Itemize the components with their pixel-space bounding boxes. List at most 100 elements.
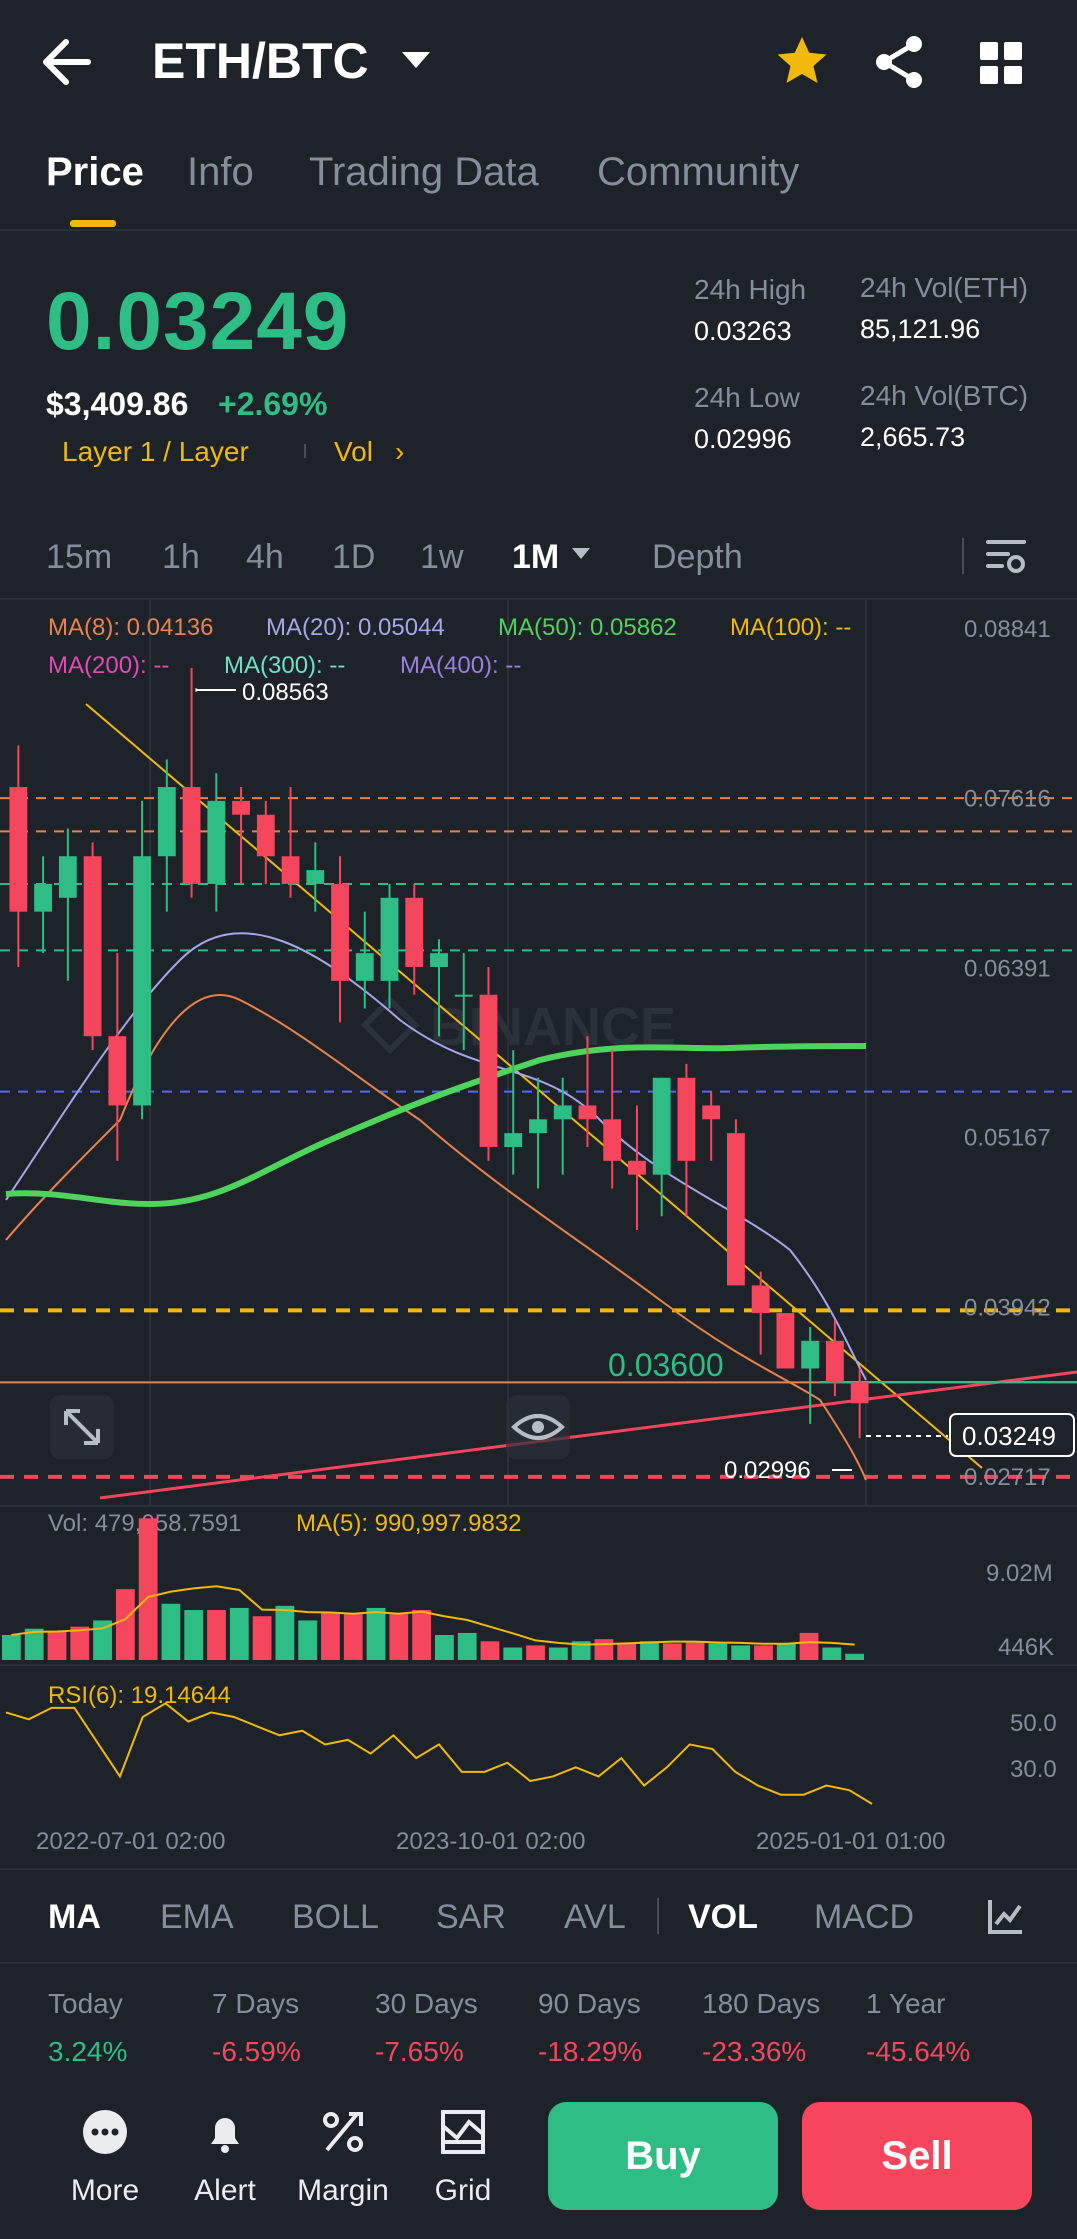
volume-bar [503,1647,523,1660]
tab-price[interactable]: Price [46,150,144,194]
share-icon[interactable] [870,32,930,92]
volume-bar [47,1630,67,1660]
volume-bar [594,1639,614,1660]
rsi-chart [5,1702,873,1805]
buy-button[interactable]: Buy [548,2102,778,2210]
y-tick-label: 0.07616 [964,786,1051,813]
volume-bar [70,1626,90,1660]
ma50-line [5,1043,867,1208]
interval-1h[interactable]: 1h [162,538,200,576]
candle-body [430,953,448,968]
high-marker-label: 0.08563 [242,679,329,706]
indicator-ma[interactable]: MA [48,1898,101,1936]
volume-bar [480,1641,500,1660]
vol-eth-value: 85,121.96 [860,314,981,344]
divider [0,1505,1077,1507]
category-tag[interactable]: Layer 1 / Layer [62,436,249,467]
candle-body [504,1133,523,1147]
volume-bar [822,1647,842,1660]
interval-1d[interactable]: 1D [332,538,376,576]
y-tick-label: 0.02717 [964,1464,1051,1491]
back-arrow-icon[interactable] [40,30,110,94]
volume-ma-line [11,1585,855,1646]
volume-bar [343,1614,363,1660]
candle-body [34,883,53,912]
vol-link-label: Vol [334,436,373,467]
ma8-line [5,994,867,1481]
candle-body [83,856,102,1037]
perf-value: -45.64% [866,2036,971,2067]
indicator-macd[interactable]: MACD [814,1898,915,1936]
interval-15m[interactable]: 15m [46,538,113,576]
candle-body [652,1077,671,1175]
candle-body [825,1340,844,1383]
interval-depth[interactable]: Depth [652,538,743,576]
volume-bar [662,1643,682,1660]
volume-bar [184,1610,204,1660]
candles [9,667,869,1439]
ma8-legend: MA(8): 0.04136 [48,614,214,641]
nav-grid-label: Grid [434,2174,492,2207]
more-icon [81,2108,129,2156]
usd-price: $3,409.86 [46,386,189,422]
indicator-sar[interactable]: SAR [436,1898,506,1936]
high-label: 24h High [694,274,807,305]
interval-1w[interactable]: 1w [420,538,464,576]
indicator-boll[interactable]: BOLL [292,1898,379,1936]
vol-eth-label: 24h Vol(ETH) [860,272,1029,303]
volume-bar [548,1647,568,1660]
volume-bar [24,1628,44,1660]
sell-button[interactable]: Sell [802,2102,1032,2210]
time-tick: 2022-07-01 02:00 [36,1828,226,1855]
volume-bar [640,1641,659,1660]
tab-community[interactable]: Community [597,150,800,194]
pair-title[interactable]: ETH/BTC [152,33,369,89]
ma50-legend: MA(50): 0.05862 [498,614,677,641]
fullscreen-icon[interactable] [50,1395,114,1459]
rsi-label: RSI(6): 19.14644 [48,1682,231,1709]
interval-1m[interactable]: 1M [512,538,560,576]
candle-body [776,1313,795,1369]
volume-bar [115,1589,135,1660]
indicator-ema[interactable]: EMA [160,1898,234,1936]
volume-bar [138,1518,158,1660]
chart-settings-icon[interactable] [984,534,1028,578]
volume-bar [93,1620,112,1660]
eye-icon[interactable] [506,1395,570,1459]
grid-icon[interactable] [976,38,1026,88]
interval-4h[interactable]: 4h [246,538,284,576]
low-value: 0.02996 [694,424,792,454]
volume-bar [298,1620,318,1660]
volume-bar [526,1645,545,1660]
star-icon[interactable] [772,32,832,92]
chevron-down-icon[interactable] [402,52,430,68]
indicator-settings-icon[interactable] [986,1896,1026,1936]
y-tick-label: 0.08841 [964,616,1051,643]
time-tick: 2023-10-01 02:00 [396,1828,586,1855]
nav-more[interactable]: More [50,2108,160,2208]
volume-bar [776,1643,796,1660]
tab-trading-data[interactable]: Trading Data [309,150,539,194]
candle-body [850,1382,869,1404]
current-price-tag [949,1413,1075,1457]
chevron-down-icon[interactable] [572,548,590,559]
divider [0,1664,1077,1666]
nav-alert[interactable]: Alert [170,2108,280,2208]
vol-btc-value: 2,665.73 [860,422,966,452]
nav-grid[interactable]: Grid [408,2108,518,2208]
indicator-avl[interactable]: AVL [564,1898,626,1936]
tab-info[interactable]: Info [187,150,254,194]
ma400-legend: MA(400): -- [400,652,522,679]
candle-body [182,787,201,884]
nav-margin[interactable]: Margin [288,2108,398,2208]
volume-bar [229,1607,249,1660]
divider [0,229,1077,231]
candle-body [529,1119,547,1134]
volume-bar [799,1632,819,1660]
candle-body [256,814,275,857]
indicator-vol[interactable]: VOL [688,1898,758,1936]
vol-link[interactable]: Vol › [334,436,404,468]
price-chart[interactable]: BINANCE 0.088410.076160.063910.051670.03… [0,600,1077,1505]
drawn-level-label: 0.03600 [608,1347,724,1383]
rsi-tick: 50.0 [1010,1710,1057,1737]
